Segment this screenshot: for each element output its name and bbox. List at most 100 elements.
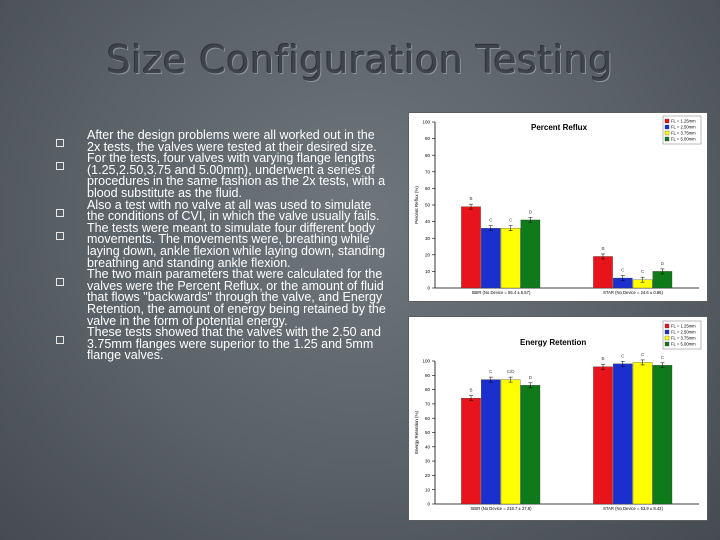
significance-letter: B [469,196,472,201]
bullet-item: After the design problems were all worke… [56,128,386,154]
bullet-item: The tests were meant to simulate four di… [56,220,386,270]
y-tick-label: 30 [425,236,431,241]
legend-swatch [664,124,670,130]
significance-letter: C [621,268,625,273]
x-tick-label: STAR (No Device = 53.9 ± 8.42) [603,506,663,511]
bullet-text: The two main parameters that were calcul… [87,267,386,328]
legend-label: FL = 2.50mm [671,330,696,335]
y-tick-label: 90 [425,373,431,378]
data-bar [520,385,541,505]
y-tick-label: 40 [425,219,431,224]
legend-label: FL = 5.00mm [671,137,696,142]
square-bullet-icon [56,231,64,240]
significance-letter: C/D [507,369,515,374]
legend-swatch [664,323,670,329]
bullet-text: These tests showed that the valves with … [87,325,381,363]
data-bar [593,256,613,289]
x-tick-label: SBIR (No Device = 218.7 ± 27.8) [470,506,532,511]
chart-title: Energy Retention [520,338,586,347]
data-bar [481,379,501,505]
data-bar [520,219,541,289]
data-bar [652,365,673,505]
significance-letter: C [489,369,493,374]
y-tick-label: 70 [425,402,431,407]
data-bar [500,379,521,505]
energy-retention-chart-svg: Energy Retention Energy Retention (%) 0 10 2… [414,320,702,511]
significance-letter: B [601,356,604,361]
bullet-text: Also a test with no valve at all was use… [87,197,380,224]
significance-letter: D [661,261,665,266]
legend-label: FL = 1.25mm [671,119,696,124]
percent-reflux-chart-svg: Percent Reflux Percent Reflux (%) 0 10 20 30 4… [414,115,702,295]
legend-swatch [664,130,670,136]
bullet-item: The two main parameters that were calcul… [56,267,386,328]
data-bar [613,363,633,505]
data-bar [461,398,481,505]
significance-letter: C [509,218,513,223]
x-tick-label: STAR (No Device = 24.6 ± 0.86) [603,290,663,295]
y-tick-label: 50 [425,203,431,208]
chart-title: Percent Reflux [531,123,588,132]
significance-letter: B [601,246,604,251]
slide-title: Size Configuration Testing [106,38,614,82]
y-tick-label: 0 [427,286,430,291]
y-tick-label: 40 [425,444,431,449]
y-tick-label: 60 [425,186,431,191]
bullet-text: For the tests, four valves with varying … [87,151,386,200]
y-axis-label: Percent Reflux (%) [414,186,419,224]
bullet-text: The tests were meant to simulate four di… [87,220,386,270]
x-tick-label: SBIR (No Device = 55.4 ± 5.57) [472,290,531,295]
data-bar [632,362,653,505]
bullet-text: After the design problems were all worke… [87,128,377,154]
y-tick-label: 70 [425,169,431,174]
legend-swatch [664,136,670,142]
legend-swatch [664,335,670,341]
significance-letter: C [621,353,625,358]
square-bullet-icon [56,162,64,171]
bullet-item: Also a test with no valve at all was use… [56,197,386,224]
legend-box [662,320,702,350]
bullet-list: After the design problems were all worke… [56,128,386,363]
significance-letter: C [489,218,493,223]
square-bullet-icon [56,336,64,345]
y-tick-label: 80 [425,153,431,158]
y-tick-label: 20 [425,252,431,257]
square-bullet-icon [56,139,64,147]
square-bullet-icon [56,278,64,287]
significance-letter: C [641,269,645,274]
y-tick-label: 10 [425,269,431,274]
y-tick-label: 0 [427,502,430,507]
legend-swatch [664,329,670,335]
bullet-item: These tests showed that the valves with … [56,325,386,363]
legend-label: FL = 5.00mm [671,342,696,347]
significance-letter: C [641,352,645,357]
data-bar [481,228,501,289]
legend-label: FL = 3.75mm [671,131,696,136]
energy-retention-chart: Energy Retention Energy Retention (%) 0 10 2… [408,316,708,521]
bullet-item: For the tests, four valves with varying … [56,151,386,200]
legend-label: FL = 3.75mm [671,336,696,341]
y-tick-label: 30 [425,459,431,464]
legend-swatch [664,118,670,124]
legend-box [662,115,702,145]
legend-label: FL = 1.25mm [671,324,696,329]
y-axis-label: Energy Retention (%) [414,410,419,454]
y-tick-label: 20 [425,473,431,478]
y-tick-label: 60 [425,416,431,421]
y-tick-label: 50 [425,430,431,435]
significance-letter: B [469,388,472,393]
legend-swatch [664,341,670,347]
data-bar [500,228,521,289]
square-bullet-icon [56,208,64,217]
significance-letter: C [661,355,665,360]
legend-label: FL = 2.50mm [671,125,696,130]
data-bar [461,206,481,289]
y-tick-label: 100 [422,359,430,364]
y-tick-label: 90 [425,136,431,141]
data-bar [593,366,613,505]
y-tick-label: 10 [425,487,431,492]
significance-letter: D [529,209,533,214]
significance-letter: D [529,375,533,380]
y-tick-label: 80 [425,387,431,392]
y-tick-label: 100 [422,120,430,125]
